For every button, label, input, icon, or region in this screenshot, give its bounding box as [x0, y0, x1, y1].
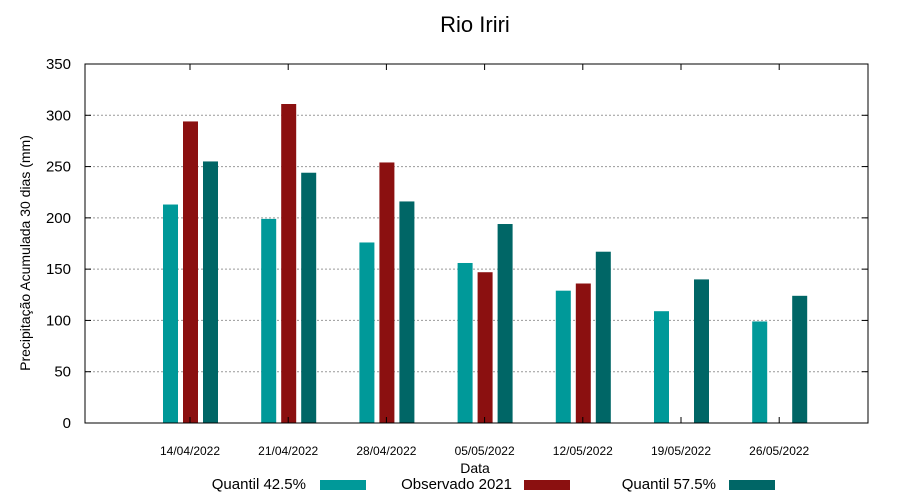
bar — [792, 295, 808, 423]
x-tick-label: 21/04/2022 — [258, 444, 318, 458]
bar — [575, 283, 591, 423]
legend: Quantil 42.5% Observado 2021 Quantil 57.5% — [212, 476, 775, 493]
legend-swatch — [524, 480, 570, 490]
bar — [203, 161, 218, 423]
bar — [183, 121, 198, 423]
bar — [457, 262, 473, 423]
x-tick-label: 14/04/2022 — [160, 444, 220, 458]
bar — [752, 321, 768, 423]
x-tick-label: 19/05/2022 — [651, 444, 711, 458]
bar — [261, 218, 277, 423]
bar — [694, 279, 709, 423]
plot-frame — [84, 63, 869, 424]
bars — [163, 104, 808, 423]
y-tick-label: 300 — [46, 107, 71, 124]
y-axis-label: Precipitação Acumulada 30 dias (mm) — [17, 135, 33, 371]
x-axis: 14/04/2022 21/04/2022 28/04/2022 05/05/2022… — [160, 64, 810, 458]
bar — [497, 224, 513, 423]
bar — [301, 172, 317, 423]
y-tick-label: 250 — [46, 159, 71, 176]
bar — [163, 204, 178, 423]
legend-swatch — [729, 480, 775, 490]
bar — [654, 311, 669, 423]
y-tick-label: 150 — [46, 261, 71, 278]
legend-label: Observado 2021 — [401, 476, 512, 493]
bar — [399, 201, 415, 423]
bar — [359, 242, 375, 423]
x-tick-label: 12/05/2022 — [553, 444, 613, 458]
bar — [379, 162, 395, 423]
y-tick-label: 0 — [63, 415, 71, 432]
bar — [477, 272, 493, 423]
y-tick-label: 100 — [46, 312, 71, 329]
legend-label: Quantil 57.5% — [622, 476, 716, 493]
y-tick-label: 200 — [46, 210, 71, 227]
y-tick-label: 350 — [46, 56, 71, 73]
x-tick-label: 05/05/2022 — [455, 444, 515, 458]
y-axis: 0 50 100 150 200 250 300 350 — [46, 56, 868, 432]
x-tick-label: 28/04/2022 — [356, 444, 416, 458]
bar — [595, 251, 611, 423]
legend-swatch — [320, 480, 366, 490]
bar — [281, 104, 297, 423]
grid — [85, 114, 868, 373]
legend-label: Quantil 42.5% — [212, 476, 306, 493]
y-tick-label: 50 — [54, 364, 71, 381]
x-tick-label: 26/05/2022 — [749, 444, 809, 458]
bar — [555, 290, 571, 423]
chart-title: Rio Iriri — [440, 12, 510, 37]
x-axis-label: Data — [460, 460, 490, 476]
